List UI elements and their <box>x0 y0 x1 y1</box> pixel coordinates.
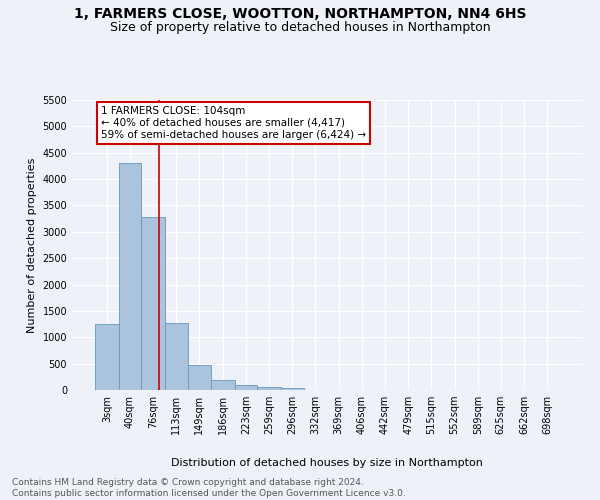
Y-axis label: Number of detached properties: Number of detached properties <box>27 158 37 332</box>
Text: Distribution of detached houses by size in Northampton: Distribution of detached houses by size … <box>171 458 483 468</box>
Bar <box>257 386 281 390</box>
Bar <box>188 365 211 390</box>
Bar <box>211 380 235 390</box>
Bar <box>165 323 188 390</box>
Bar <box>281 388 304 390</box>
Text: Size of property relative to detached houses in Northampton: Size of property relative to detached ho… <box>110 21 490 34</box>
Bar <box>142 217 165 390</box>
Text: 1 FARMERS CLOSE: 104sqm
← 40% of detached houses are smaller (4,417)
59% of semi: 1 FARMERS CLOSE: 104sqm ← 40% of detache… <box>101 106 366 140</box>
Text: 1, FARMERS CLOSE, WOOTTON, NORTHAMPTON, NN4 6HS: 1, FARMERS CLOSE, WOOTTON, NORTHAMPTON, … <box>74 8 526 22</box>
Bar <box>235 384 257 390</box>
Bar <box>119 164 142 390</box>
Bar <box>95 324 119 390</box>
Text: Contains HM Land Registry data © Crown copyright and database right 2024.
Contai: Contains HM Land Registry data © Crown c… <box>12 478 406 498</box>
